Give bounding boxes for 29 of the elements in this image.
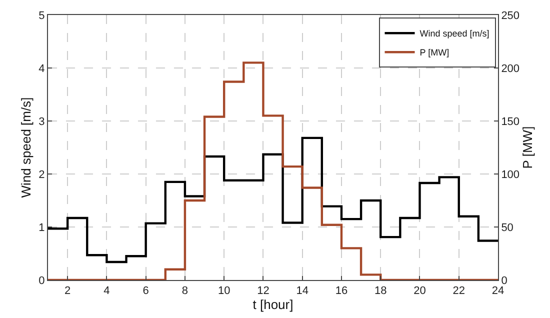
x-tick-label: 6 (142, 285, 149, 298)
legend-label: P [MW] (420, 48, 450, 58)
y-tick-label: 5 (38, 10, 45, 22)
x-tick-label: 24 (492, 285, 504, 298)
y2-tick-label: 150 (501, 116, 520, 128)
y-tick-label: 2 (38, 168, 45, 181)
y-axis-title: Wind speed [m/s] (18, 97, 34, 198)
y-tick-label: 0 (38, 274, 45, 287)
y2-tick-label: 200 (501, 62, 520, 75)
y-tick-label: 4 (38, 62, 45, 75)
legend-label: Wind speed [m/s] (420, 28, 490, 39)
y-tick-label: 1 (38, 222, 45, 234)
x-tick-label: 12 (257, 285, 270, 298)
x-tick-label: 16 (335, 285, 348, 298)
y2-tick-label: 250 (501, 10, 520, 22)
x-tick-label: 4 (104, 285, 110, 298)
y2-axis-title: P [MW] (520, 126, 536, 169)
y-tick-label: 3 (38, 116, 45, 128)
y2-tick-label: 100 (501, 168, 520, 181)
y2-tick-label: 50 (501, 222, 514, 234)
x-tick-label: 22 (452, 285, 465, 298)
x-tick-label: 8 (182, 285, 188, 298)
x-tick-label: 20 (414, 285, 426, 298)
x-tick-label: 10 (218, 285, 230, 298)
x-tick-label: 14 (296, 285, 308, 298)
x-tick-label: 18 (374, 285, 387, 298)
x-axis-title: t [hour] (252, 297, 294, 312)
y2-tick-label: 0 (501, 274, 508, 287)
x-tick-label: 2 (64, 285, 71, 298)
